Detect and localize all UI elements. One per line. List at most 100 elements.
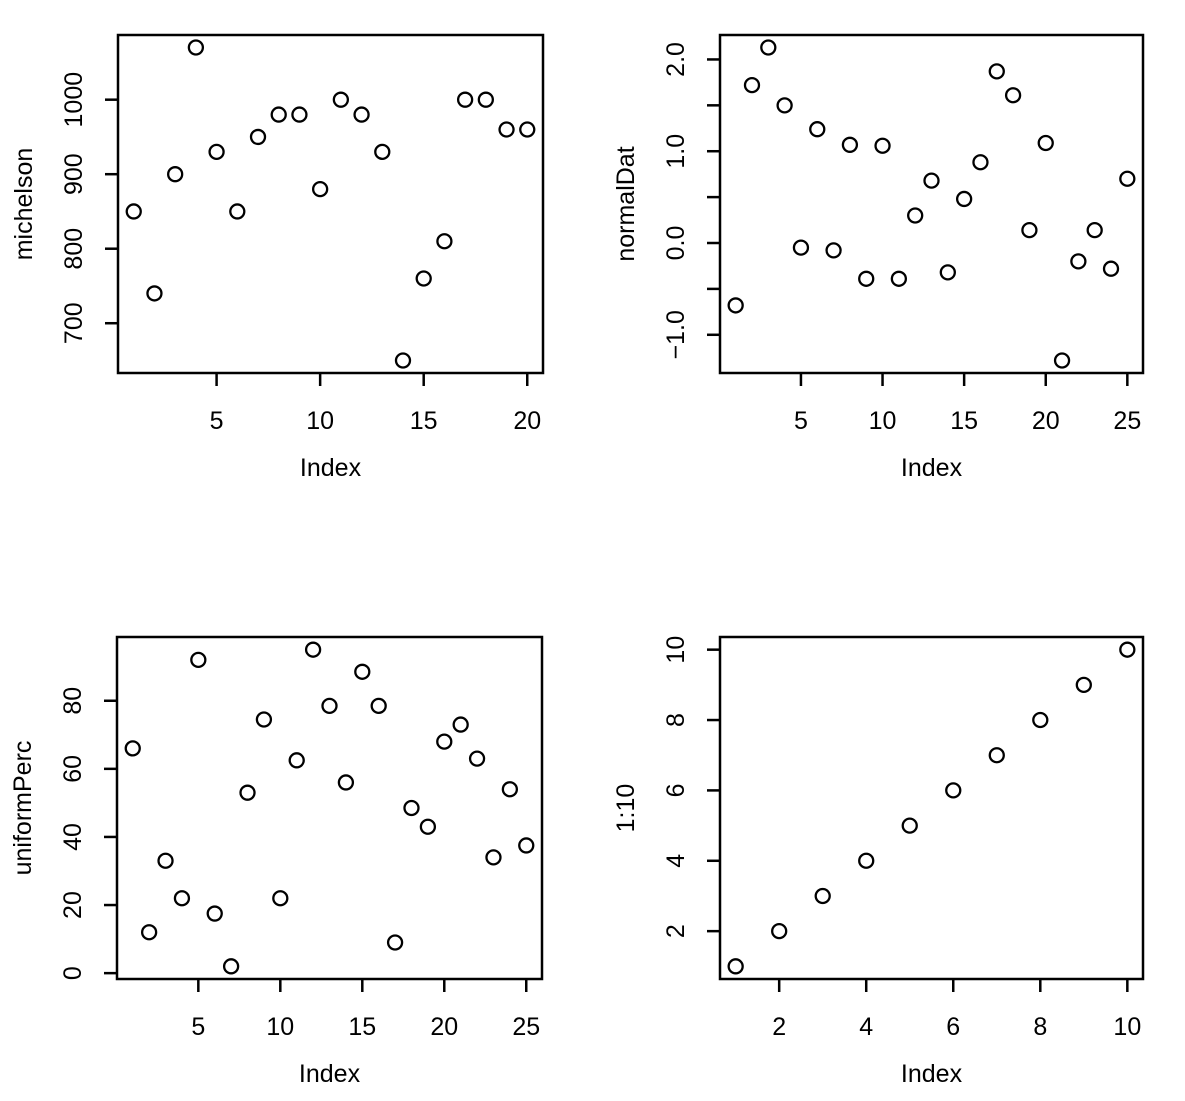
data-point (809, 121, 826, 138)
x-axis-label: Index (299, 1060, 361, 1088)
data-point (272, 890, 289, 907)
x-tick-label: 15 (348, 1013, 376, 1041)
data-point (354, 663, 371, 680)
data-point (1004, 87, 1022, 104)
x-axis-label: Index (901, 1060, 963, 1088)
x-tick-label: 5 (210, 407, 224, 435)
data-point (945, 782, 962, 799)
data-point (353, 106, 370, 123)
data-point (249, 128, 267, 146)
x-tick-label: 10 (266, 1013, 294, 1041)
x-axis-label: Index (901, 454, 963, 482)
y-tick-label: 800 (60, 228, 88, 270)
data-point (419, 818, 437, 835)
data-point (727, 297, 744, 314)
data-point (858, 270, 875, 287)
data-point (907, 207, 924, 224)
data-point (190, 651, 207, 669)
data-point (167, 166, 184, 183)
x-tick-label: 20 (430, 1013, 458, 1041)
plot-panel-michelson: 5 10 15 20 700 800 900 1000 Index michelson (10, 33, 545, 482)
y-tick-label: 700 (60, 302, 88, 344)
data-point (923, 172, 940, 189)
data-point (146, 285, 163, 302)
y-tick-label: 0 (59, 966, 87, 980)
data-point (206, 905, 223, 922)
x-tick-label: 10 (306, 407, 334, 435)
data-point (222, 958, 240, 975)
y-tick-label: 2 (662, 924, 690, 938)
data-point (1037, 134, 1054, 152)
data-point (125, 203, 142, 220)
data-point (1102, 260, 1120, 277)
data-point (321, 697, 338, 714)
data-point (874, 137, 891, 154)
x-tick-label: 5 (191, 1013, 205, 1041)
data-point (415, 270, 432, 287)
data-point (814, 887, 831, 905)
data-point (760, 39, 777, 56)
data-point (1119, 170, 1136, 187)
data-point (792, 239, 810, 256)
y-tick-label: 40 (59, 823, 87, 851)
data-point (901, 817, 918, 834)
data-point (370, 697, 387, 714)
y-axis-label: normalDat (612, 146, 640, 261)
y-tick-label: 0.0 (662, 226, 690, 261)
x-tick-label: 5 (794, 407, 808, 435)
y-axis-label: michelson (10, 148, 38, 261)
data-point (208, 143, 225, 160)
data-point (452, 716, 469, 733)
x-tick-label: 8 (1033, 1013, 1047, 1041)
plot-panel-uniformperc: 5 10 15 20 25 0 20 40 60 80 Index uniformPerc (9, 635, 544, 1088)
plot-panel-normaldat: 5 10 15 20 25 −1.0 0.0 1.0 2.0 Index normalDat (612, 33, 1145, 482)
data-point (501, 781, 519, 798)
y-tick-label: 4 (662, 854, 690, 868)
data-point (304, 641, 322, 658)
data-point (187, 39, 205, 56)
data-point (403, 799, 420, 817)
data-point (337, 774, 355, 791)
data-point (1075, 676, 1092, 694)
data-point (1086, 222, 1103, 239)
data-point (841, 136, 859, 153)
y-tick-label: 2.0 (662, 42, 690, 77)
data-point (518, 837, 535, 854)
x-tick-label: 6 (946, 1013, 960, 1041)
y-tick-label: 900 (60, 153, 88, 195)
data-point (1053, 352, 1071, 369)
data-point (972, 154, 989, 171)
y-tick-label: 6 (662, 783, 690, 797)
data-point (386, 934, 404, 951)
y-tick-label: 1000 (60, 72, 88, 128)
data-point (1032, 711, 1049, 729)
data-point (270, 106, 287, 123)
data-point (519, 121, 536, 138)
y-tick-label: 80 (59, 687, 87, 715)
y-tick-label: 1.0 (662, 134, 690, 169)
y-tick-label: 10 (662, 636, 690, 664)
y-tick-label: 20 (59, 891, 87, 919)
x-axis-label: Index (300, 454, 362, 482)
plot-frame (718, 635, 1145, 981)
data-point (988, 63, 1005, 80)
data-point (485, 849, 502, 866)
data-point (311, 180, 329, 198)
x-tick-label: 15 (950, 407, 978, 435)
y-tick-label: −1.0 (662, 310, 690, 359)
data-point (1070, 253, 1087, 270)
data-point (394, 352, 412, 369)
data-point (468, 750, 486, 767)
x-tick-label: 4 (859, 1013, 873, 1041)
x-tick-label: 10 (869, 407, 897, 435)
data-point (988, 747, 1005, 764)
data-point (239, 784, 256, 801)
plot-panel-1-10: 2 4 6 8 10 2 4 6 8 10 Index 1:10 (612, 635, 1145, 1088)
data-point (477, 91, 494, 108)
data-point (229, 203, 246, 220)
data-point (456, 91, 474, 108)
plot-frame (115, 635, 544, 981)
data-point (255, 711, 273, 728)
